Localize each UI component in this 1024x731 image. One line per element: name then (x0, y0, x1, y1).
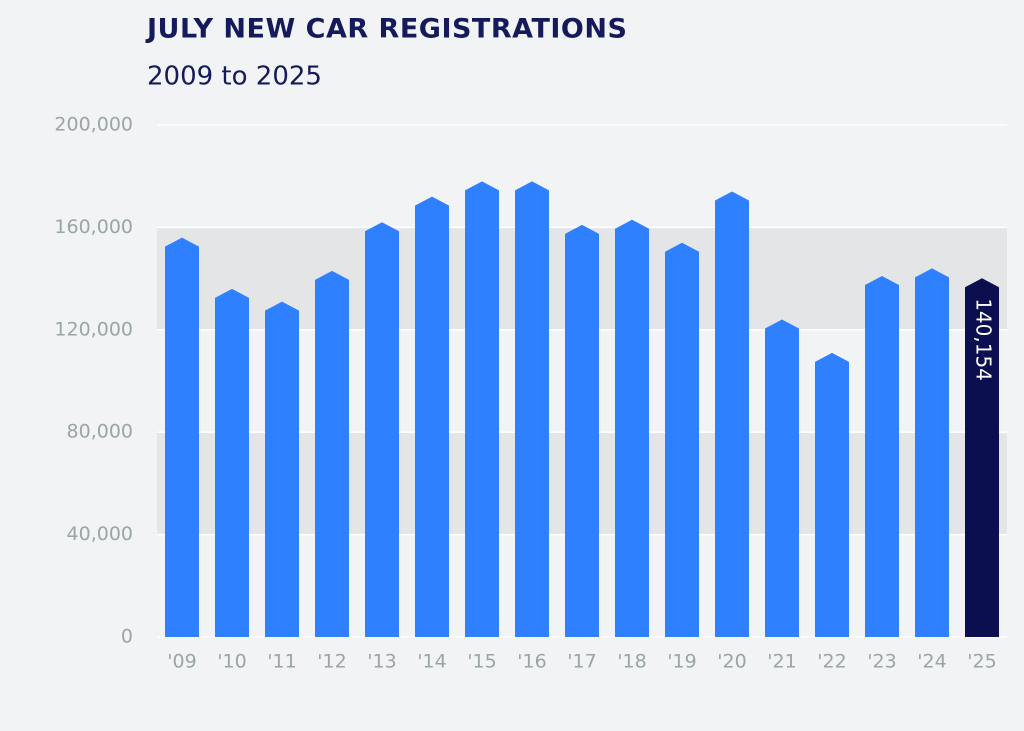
bar (765, 319, 799, 637)
bar (215, 288, 249, 637)
y-tick-label: 200,000 (54, 114, 133, 136)
chart-title: JULY NEW CAR REGISTRATIONS (145, 14, 627, 45)
bar (515, 181, 549, 637)
bar (615, 219, 649, 637)
x-tick-label: '13 (367, 651, 396, 673)
y-tick-label: 0 (121, 626, 133, 648)
bar (165, 237, 199, 637)
x-tick-label: '14 (417, 651, 446, 673)
x-tick-label: '20 (717, 651, 746, 673)
y-tick-label: 120,000 (54, 318, 133, 340)
bar (415, 196, 449, 637)
x-tick-label: '18 (617, 651, 646, 673)
x-tick-label: '21 (767, 651, 796, 673)
x-tick-label: '15 (467, 651, 496, 673)
x-tick-label: '11 (267, 651, 296, 673)
x-tick-label: '25 (967, 651, 996, 673)
bar (715, 191, 749, 637)
bar (315, 270, 349, 637)
bar (815, 352, 849, 637)
bar (965, 278, 999, 637)
y-tick-label: 160,000 (54, 216, 133, 238)
x-tick-label: '23 (867, 651, 896, 673)
bar (465, 181, 499, 637)
bar (265, 301, 299, 637)
x-tick-label: '09 (167, 651, 196, 673)
data-label: 140,154 (972, 298, 996, 381)
x-tick-label: '12 (317, 651, 346, 673)
bar (565, 224, 599, 637)
bar (915, 268, 949, 637)
y-tick-label: 40,000 (67, 523, 133, 545)
x-tick-label: '24 (917, 651, 946, 673)
x-tick-label: '22 (817, 651, 846, 673)
chart-subtitle: 2009 to 2025 (147, 62, 322, 92)
x-tick-label: '10 (217, 651, 246, 673)
x-tick-label: '16 (517, 651, 546, 673)
bar (365, 222, 399, 637)
x-tick-label: '19 (667, 651, 696, 673)
bar (865, 276, 899, 637)
bar (665, 242, 699, 637)
x-tick-label: '17 (567, 651, 596, 673)
y-tick-label: 80,000 (67, 421, 133, 443)
